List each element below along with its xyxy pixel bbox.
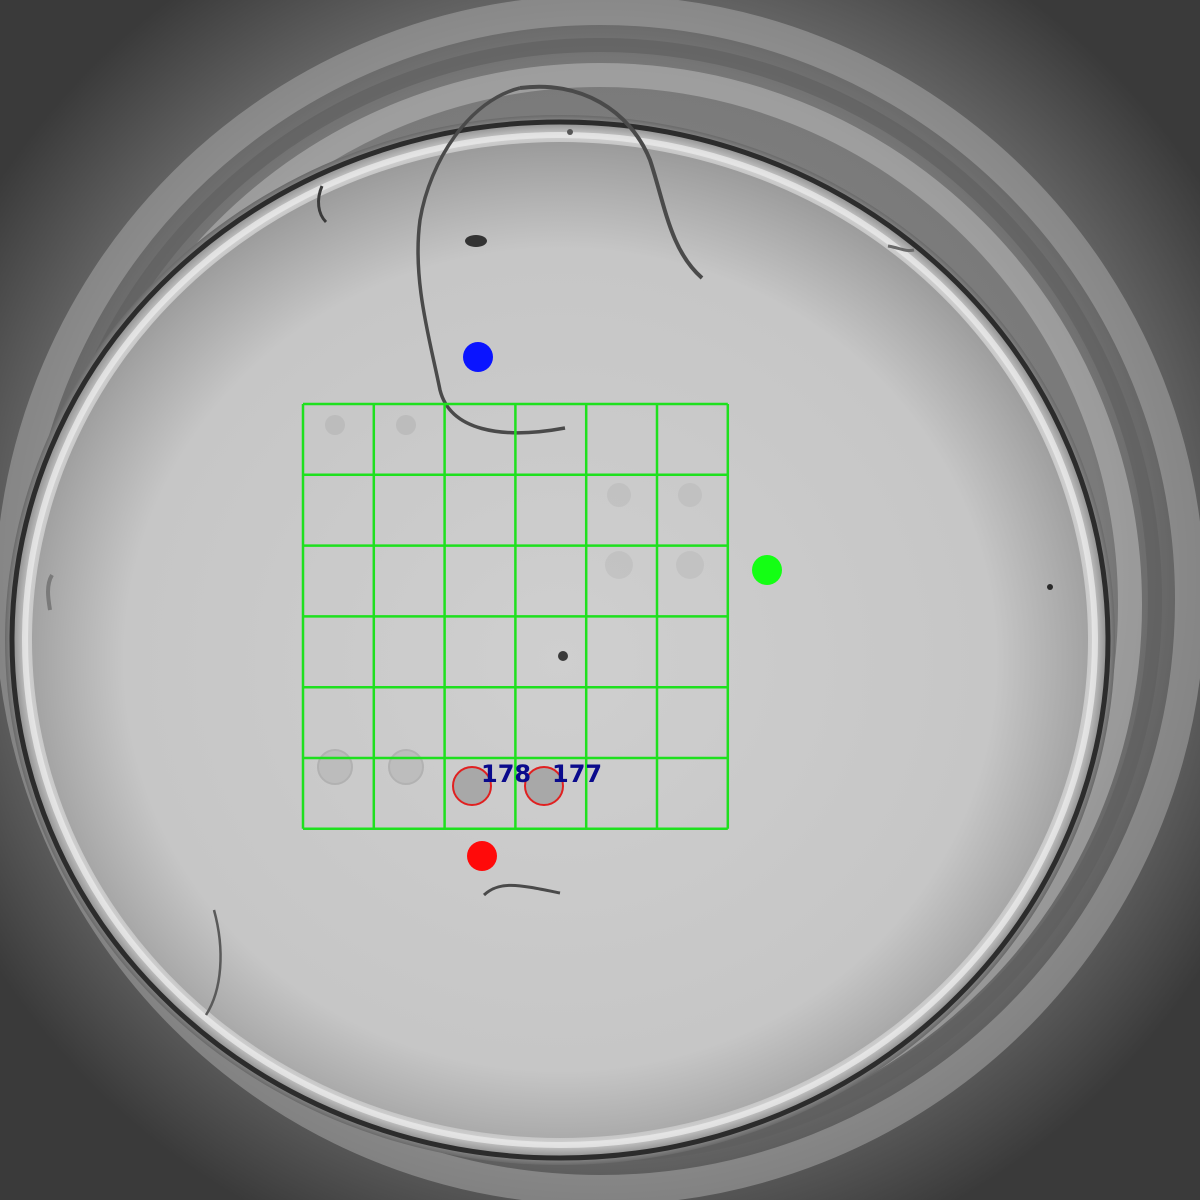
well-rim-highlight [22,132,1098,1148]
fibre [46,573,54,611]
debris [558,651,568,661]
bottom-marker [467,841,497,871]
fibre [519,84,704,280]
debris [465,235,487,247]
detection-ring-178 [452,766,492,806]
fibre [887,244,915,252]
fibre [317,185,328,224]
detection-label-177: 177 [552,760,602,788]
top-marker [463,342,493,372]
debris [567,129,573,135]
well-rim-dark-line [9,119,1111,1161]
debris [1047,584,1053,590]
analysis-grid [301,402,730,831]
fibre [204,909,222,1016]
fibre [416,86,566,435]
detection-ring-177 [524,766,564,806]
well-floor [32,142,1088,1138]
detection-label-178: 178 [481,760,531,788]
right-marker [752,555,782,585]
fibre [482,883,561,897]
